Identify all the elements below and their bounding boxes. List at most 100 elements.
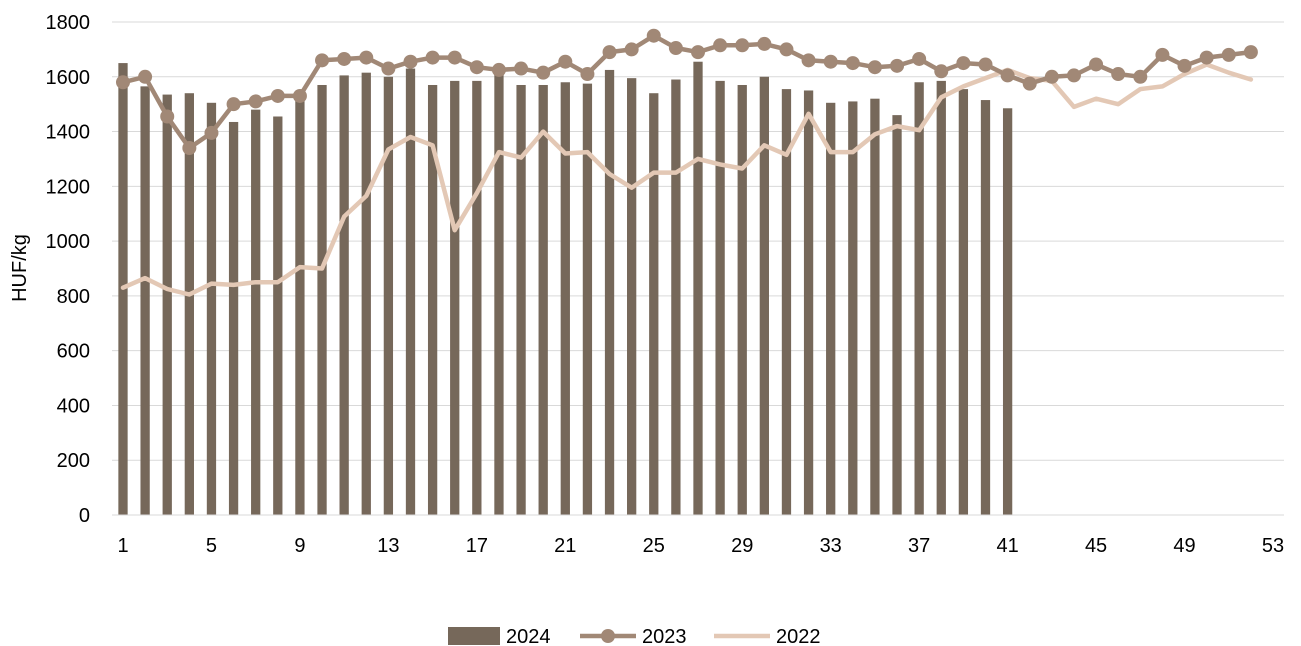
point-2023-week-46	[1111, 67, 1126, 82]
bar-2024-week-21	[560, 82, 570, 515]
bar-2024-week-20	[538, 84, 548, 515]
point-2023-week-34	[845, 56, 860, 71]
bar-2024-week-10	[317, 84, 327, 515]
y-tick-label: 0	[79, 505, 90, 527]
x-tick-label: 29	[731, 535, 753, 557]
point-2023-week-2	[138, 69, 153, 84]
point-2023-week-24	[624, 42, 639, 57]
bar-2024-week-27	[693, 61, 703, 515]
bar-2024-week-24	[627, 78, 637, 516]
point-2023-week-4	[182, 140, 197, 155]
point-2023-week-10	[315, 53, 330, 68]
x-tick-label: 41	[996, 535, 1018, 557]
point-2023-week-41	[1000, 68, 1015, 83]
bar-2024-week-30	[759, 76, 769, 516]
bar-2024-week-29	[737, 84, 747, 515]
x-tick-label: 9	[294, 535, 305, 557]
bar-2024-week-8	[273, 116, 283, 515]
point-2023-week-23	[602, 45, 617, 60]
line-series	[116, 28, 1258, 297]
point-2023-week-21	[558, 54, 573, 69]
point-2023-week-39	[956, 56, 971, 71]
point-2023-week-36	[890, 58, 905, 73]
bar-2024-week-22	[582, 83, 593, 515]
bar-2024-week-12	[361, 72, 371, 516]
point-2023-week-16	[447, 50, 462, 65]
x-tick-label: 5	[206, 535, 217, 557]
y-axis-label: HUF/kg	[9, 234, 31, 302]
bar-2024-week-40	[980, 100, 991, 515]
legend-item-2022: 2022	[714, 626, 821, 646]
bar-2024-week-2	[140, 86, 150, 515]
x-tick-label: 45	[1085, 535, 1107, 557]
bar-2024-week-35	[870, 98, 880, 515]
legend-label: 2022	[776, 626, 821, 646]
x-tick-label: 25	[643, 535, 665, 557]
point-2023-week-6	[226, 97, 241, 112]
bar-2024-week-18	[494, 72, 504, 516]
line-2023	[120, 33, 1254, 151]
point-2023-week-48	[1155, 47, 1170, 62]
point-2023-week-31	[779, 42, 794, 57]
bar-2024-week-4	[184, 93, 194, 515]
bar-2024-week-11	[339, 75, 349, 516]
x-axis-ticks: 1 5 9 13 17 21 25 29 33 37 41 45 49 53	[117, 535, 1284, 557]
point-2023-week-9	[292, 88, 307, 103]
point-2023-week-11	[337, 51, 352, 66]
y-tick-label: 600	[57, 341, 90, 363]
bar-2024-week-7	[251, 109, 261, 516]
legend-swatch	[448, 627, 500, 645]
legend-marker	[601, 629, 615, 643]
y-tick-label: 800	[57, 286, 90, 308]
point-2023-week-45	[1089, 57, 1104, 72]
point-2023-week-47	[1133, 69, 1148, 84]
bar-2024-week-14	[405, 68, 416, 516]
legend-label: 2024	[506, 626, 551, 646]
point-2023-week-29	[735, 38, 750, 53]
bar-2024-week-32	[803, 90, 814, 515]
y-tick-label: 1600	[46, 67, 91, 89]
bar-2024-week-33	[826, 102, 836, 515]
bar-2024-week-23	[604, 69, 615, 516]
bar-series-2024	[118, 61, 1013, 516]
bar-2024-week-41	[1002, 108, 1013, 516]
legend-item-2024: 2024	[448, 626, 551, 646]
x-tick-label: 37	[908, 535, 930, 557]
x-tick-label: 17	[466, 535, 488, 557]
bar-2024-week-6	[228, 121, 239, 515]
point-2023-week-40	[978, 57, 993, 72]
point-2023-week-13	[381, 61, 396, 76]
bar-2024-week-34	[848, 101, 858, 515]
point-2023-week-5	[204, 125, 219, 140]
point-2023-week-28	[713, 38, 728, 53]
bar-2024-week-13	[383, 76, 394, 516]
bar-2024-week-25	[649, 93, 659, 515]
bar-2024-week-36	[892, 115, 902, 515]
bar-2024-week-37	[914, 82, 924, 515]
bar-2024-week-19	[516, 84, 526, 515]
bar-2024-week-9	[295, 98, 305, 515]
x-tick-label: 49	[1173, 535, 1195, 557]
x-tick-label: 13	[377, 535, 399, 557]
legend-label: 2023	[642, 626, 687, 646]
y-tick-label: 1400	[46, 122, 91, 144]
bar-2024-week-31	[781, 89, 792, 515]
bar-2024-week-26	[671, 79, 681, 516]
point-2023-week-35	[867, 60, 882, 75]
point-2023-week-44	[1066, 68, 1081, 83]
point-2023-week-3	[160, 109, 175, 124]
x-tick-label: 21	[554, 535, 576, 557]
point-2023-week-51	[1221, 47, 1236, 62]
y-axis-ticks: 0 200 400 600 800 1000 1200 1400 1600 1800	[46, 12, 91, 527]
point-2023-week-25	[646, 28, 661, 43]
y-tick-label: 1000	[46, 231, 91, 253]
point-2023-week-15	[425, 50, 440, 65]
x-tick-label: 33	[820, 535, 842, 557]
legend: 2024 2023 2022	[448, 626, 821, 646]
point-2023-week-43	[1044, 69, 1059, 84]
legend-item-2023: 2023	[580, 626, 687, 646]
bar-2024-week-5	[206, 102, 217, 515]
point-2023-week-20	[536, 65, 551, 80]
point-2023-week-26	[668, 41, 683, 56]
